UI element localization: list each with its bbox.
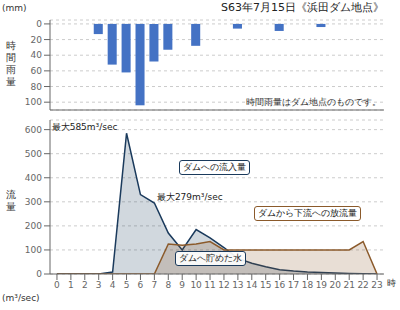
svg-text:400: 400 <box>25 173 42 183</box>
svg-text:9: 9 <box>179 280 185 290</box>
svg-text:7: 7 <box>152 280 158 290</box>
html-text:時: 時 <box>387 278 396 288</box>
svg-text:80: 80 <box>31 82 43 92</box>
svg-text:0: 0 <box>36 269 42 279</box>
html-text:時: 時 <box>6 40 16 51</box>
svg-text:3: 3 <box>96 280 102 290</box>
svg-text:16: 16 <box>274 280 286 290</box>
html-text:雨: 雨 <box>6 64 16 75</box>
svg-text:22: 22 <box>357 280 368 290</box>
html-text:(mm): (mm) <box>2 3 27 13</box>
svg-text:6: 6 <box>138 280 144 290</box>
svg-text:2: 2 <box>82 280 88 290</box>
svg-text:0: 0 <box>36 19 42 29</box>
html-text:流: 流 <box>6 189 16 200</box>
html-text:間: 間 <box>6 52 16 63</box>
svg-text:21: 21 <box>343 280 354 290</box>
html-text:最大585m³/sec: 最大585m³/sec <box>51 121 118 132</box>
svg-text:0: 0 <box>54 280 60 290</box>
html-text:(m³/sec): (m³/sec) <box>2 293 40 303</box>
svg-text:10: 10 <box>190 280 202 290</box>
html-text:ダムへの流入量: ダムへの流入量 <box>182 162 246 172</box>
svg-text:20: 20 <box>330 280 342 290</box>
svg-text:17: 17 <box>288 280 299 290</box>
svg-text:600: 600 <box>25 125 42 135</box>
svg-text:300: 300 <box>25 197 42 207</box>
svg-text:1: 1 <box>68 280 74 290</box>
html-text:ダムへ貯めた水: ダムへ貯めた水 <box>179 252 243 263</box>
svg-text:13: 13 <box>232 280 243 290</box>
svg-text:40: 40 <box>31 50 43 60</box>
svg-text:100: 100 <box>25 245 42 255</box>
svg-text:500: 500 <box>25 149 42 159</box>
html-text:ダムから下流への放流量: ダムから下流への放流量 <box>257 208 357 219</box>
html-text:最大279m³/sec: 最大279m³/sec <box>156 192 223 203</box>
svg-text:19: 19 <box>316 280 328 290</box>
html-text:量: 量 <box>6 76 16 87</box>
svg-text:100: 100 <box>25 97 42 107</box>
svg-text:14: 14 <box>246 280 258 290</box>
svg-text:60: 60 <box>31 66 43 76</box>
svg-text:11: 11 <box>204 280 215 290</box>
svg-text:5: 5 <box>124 280 130 290</box>
html-text:時間雨量はダム地点のものです。: 時間雨量はダム地点のものです。 <box>246 97 381 107</box>
html-text:S63年7月15日《浜田ダム地点》: S63年7月15日《浜田ダム地点》 <box>221 1 384 14</box>
svg-text:200: 200 <box>25 221 42 231</box>
svg-text:23: 23 <box>371 280 382 290</box>
svg-text:4: 4 <box>110 280 116 290</box>
svg-text:12: 12 <box>218 280 229 290</box>
html-text:量: 量 <box>6 201 16 212</box>
svg-text:15: 15 <box>260 280 271 290</box>
svg-text:8: 8 <box>165 280 171 290</box>
svg-text:18: 18 <box>302 280 314 290</box>
svg-text:20: 20 <box>31 35 43 45</box>
